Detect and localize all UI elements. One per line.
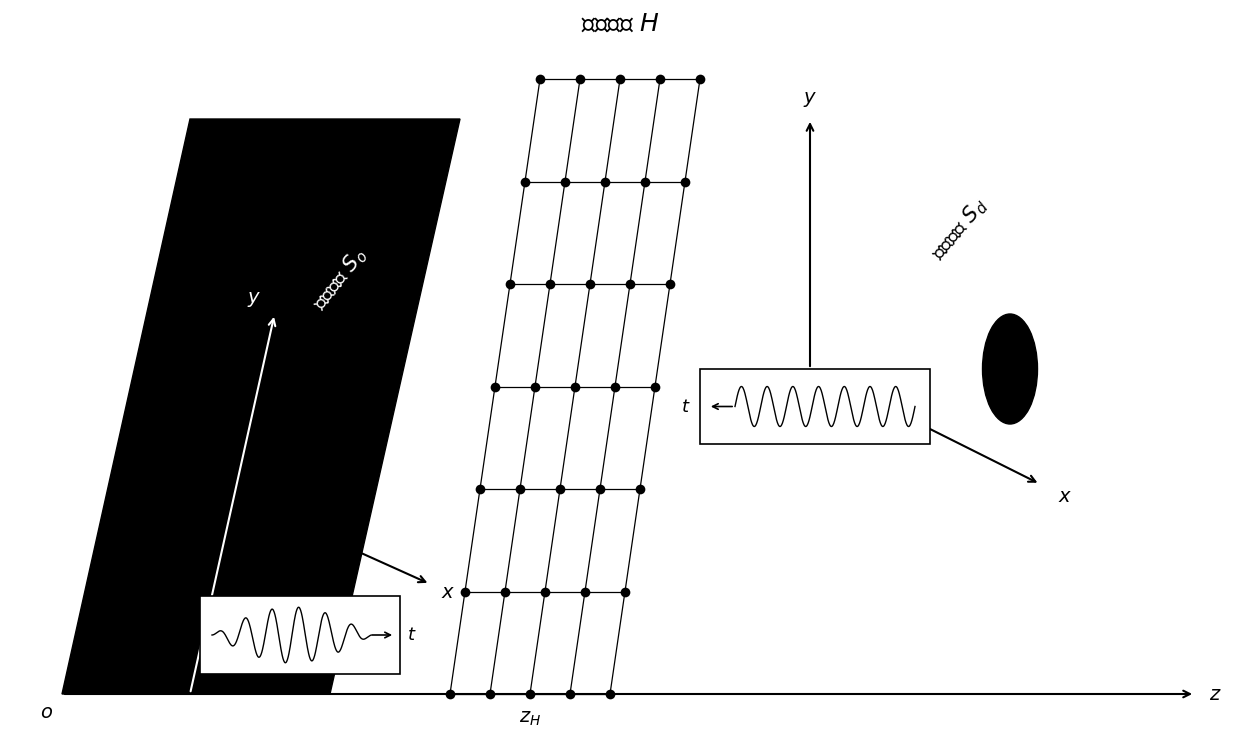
Text: $y$: $y$ — [248, 290, 262, 308]
Text: $z_H$: $z_H$ — [518, 709, 541, 729]
Bar — [200, 596, 401, 674]
Ellipse shape — [982, 314, 1038, 424]
Text: $t$: $t$ — [681, 398, 691, 415]
Polygon shape — [62, 119, 460, 694]
Text: $z$: $z$ — [1209, 684, 1221, 704]
Text: $t$: $t$ — [407, 626, 417, 644]
Text: $o$: $o$ — [41, 703, 53, 721]
Text: 干扰声源 $S_d$: 干扰声源 $S_d$ — [928, 194, 993, 265]
Text: 目标声源 $S_o$: 目标声源 $S_o$ — [309, 243, 372, 315]
Text: $y$: $y$ — [802, 89, 817, 109]
Bar — [701, 369, 930, 444]
Text: 测量平面 $H$: 测量平面 $H$ — [580, 12, 660, 36]
Text: $x$: $x$ — [1058, 488, 1073, 506]
Text: $x$: $x$ — [441, 582, 455, 602]
